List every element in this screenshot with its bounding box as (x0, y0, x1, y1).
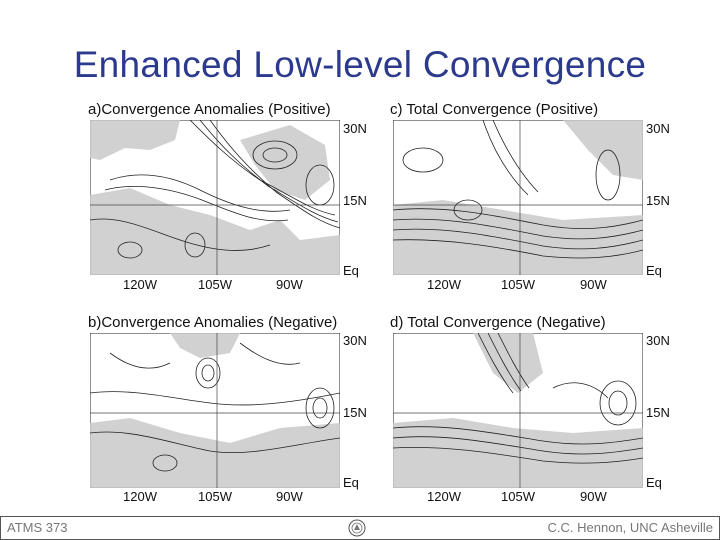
panel-b-map (90, 333, 340, 488)
panel-d-map (393, 333, 643, 488)
panel-d-label: d) Total Convergence (Negative) (390, 314, 606, 331)
university-seal-icon (348, 519, 366, 537)
panel-d-lat-30n: 30N (646, 333, 670, 348)
panel-c-lon-90w: 90W (580, 277, 607, 292)
panel-d-lat-eq: Eq (646, 475, 662, 490)
panel-b-lon-120w: 120W (123, 489, 157, 504)
panel-d-lon-90w: 90W (580, 489, 607, 504)
slide-footer: ATMS 373 C.C. Hennon, UNC Asheville (0, 516, 720, 540)
panel-b-lon-105w: 105W (198, 489, 232, 504)
panel-c-map (393, 120, 643, 275)
panel-b-lon-90w: 90W (276, 489, 303, 504)
panel-c-lon-105w: 105W (501, 277, 535, 292)
slide-title: Enhanced Low-level Convergence (73, 44, 647, 85)
panel-a-lat-30n: 30N (343, 121, 367, 136)
panel-c-label: c) Total Convergence (Positive) (390, 101, 599, 118)
panel-a-lat-eq: Eq (343, 263, 359, 278)
panel-a-lat-15n: 15N (343, 193, 367, 208)
author-credit: C.C. Hennon, UNC Asheville (547, 520, 713, 535)
panel-b-lat-15n: 15N (343, 405, 367, 420)
panel-a-map (90, 120, 340, 275)
panel-a-label: a)Convergence Anomalies (Positive) (88, 101, 331, 118)
panel-b-lat-30n: 30N (343, 333, 367, 348)
panel-c-lat-30n: 30N (646, 121, 670, 136)
panel-d-lat-15n: 15N (646, 405, 670, 420)
panel-b-lat-eq: Eq (343, 475, 359, 490)
panel-d-lon-105w: 105W (501, 489, 535, 504)
panel-d-lon-120w: 120W (427, 489, 461, 504)
panel-a-lon-120w: 120W (123, 277, 157, 292)
panel-c-lon-120w: 120W (427, 277, 461, 292)
panel-c-lat-eq: Eq (646, 263, 662, 278)
panel-b-label: b)Convergence Anomalies (Negative) (88, 314, 338, 331)
panel-c-lat-15n: 15N (646, 193, 670, 208)
panel-a-lon-90w: 90W (276, 277, 303, 292)
panel-a-lon-105w: 105W (198, 277, 232, 292)
course-code: ATMS 373 (7, 520, 68, 535)
